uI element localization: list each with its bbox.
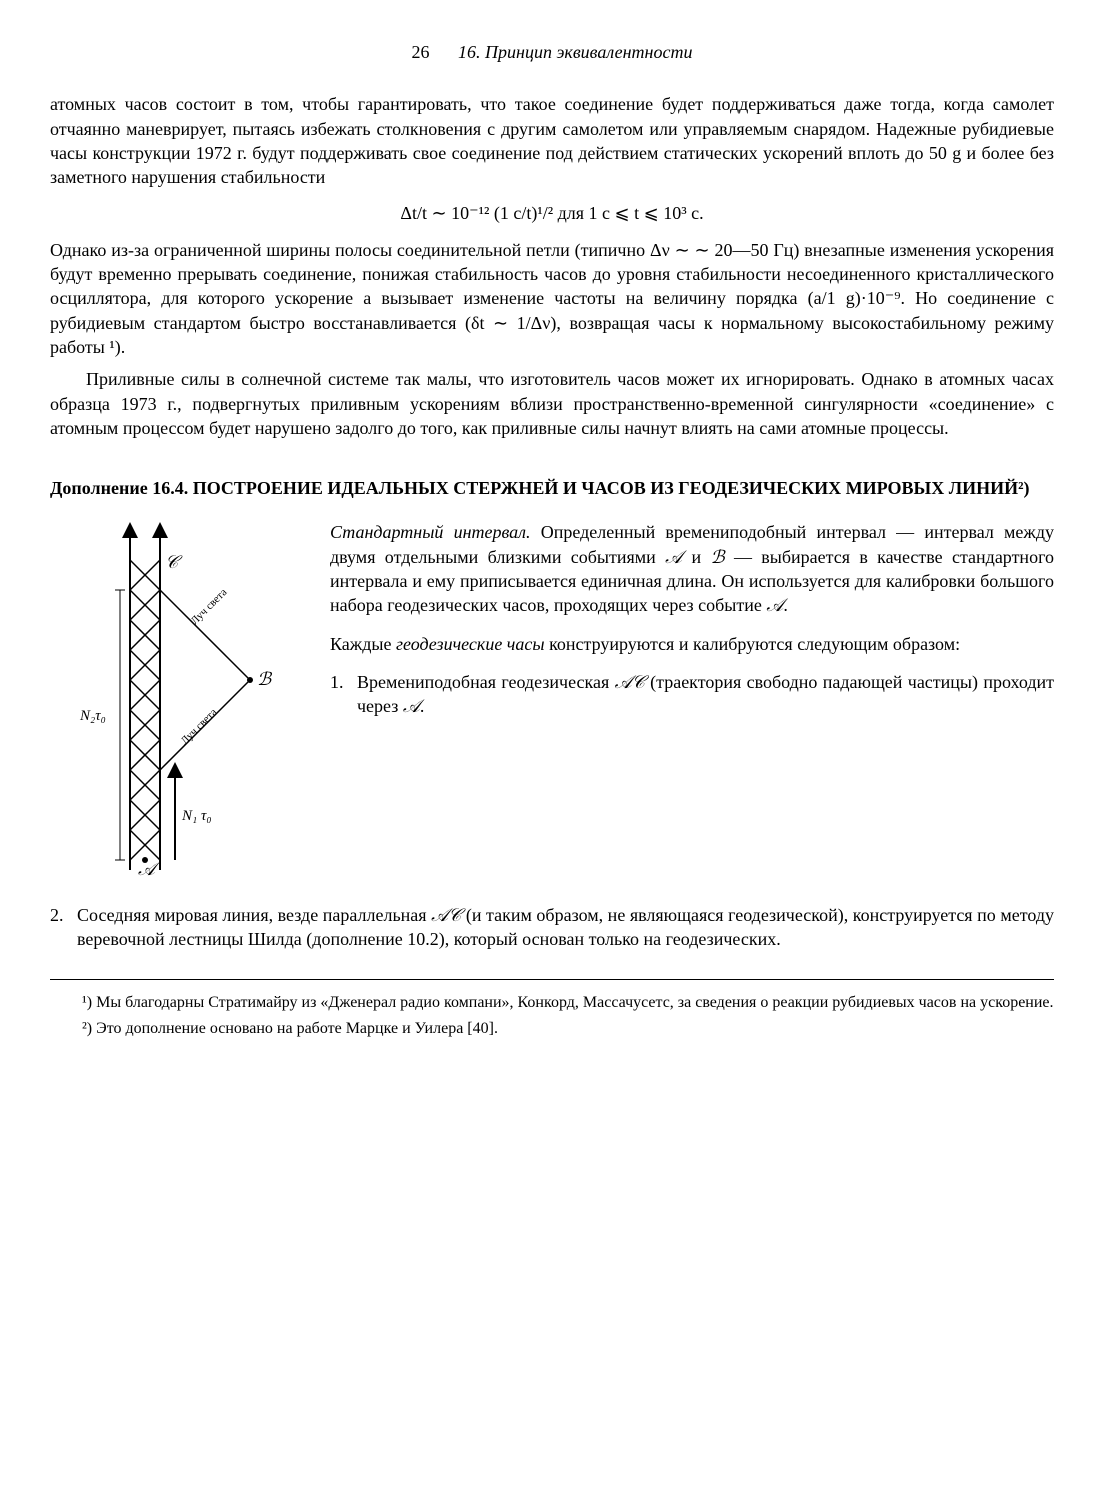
label-c: 𝒞 [165,552,183,572]
footnotes: ¹) Мы благодарны Стратимайру из «Дженера… [50,979,1054,1039]
paragraph-2: Однако из-за ограниченной ширины полосы … [50,238,1054,359]
chapter-title: 16. Принцип эквивалентности [458,42,692,62]
list-content: Соседняя мировая линия, везде параллельн… [77,903,1054,952]
label-n2t0: N₂τ₀ [79,708,106,724]
figure-block: N₂τ₀ N₁ τ₀ 𝒜 ℬ 𝒞 Луч света Луч света Ста… [50,520,1054,886]
list-item-2: 2. Соседняя мировая линия, везде паралле… [50,903,1054,952]
label-n1t0: N₁ τ₀ [181,808,212,824]
paragraph-1: атомных часов состоит в том, чтобы гаран… [50,92,1054,189]
formula-stability: Δt/t ∼ 10⁻¹² (1 с/t)¹/² для 1 с ⩽ t ⩽ 10… [50,201,1054,225]
fig-para-2: Каждые геодезические часы конструируются… [330,632,1054,656]
fig-para-1: Стандартный интервал. Определенный време… [330,520,1054,617]
footnote-2: ²) Это дополнение основано на работе Мар… [50,1018,1054,1040]
page-number: 26 [412,42,430,62]
label-light-ray-1: Луч света [189,587,230,628]
list-item-1: 1. Времениподобная геодезическая 𝒜𝒞 (тра… [330,670,1054,719]
label-b: ℬ [257,669,273,689]
footnote-1: ¹) Мы благодарны Стратимайру из «Дженера… [50,992,1054,1014]
page-header: 26 16. Принцип эквивалентности [50,40,1054,64]
list-number: 1. [330,670,357,719]
section-title: Дополнение 16.4. ПОСТРОЕНИЕ ИДЕАЛЬНЫХ СТ… [50,476,1054,500]
list-content: Времениподобная геодезическая 𝒜𝒞 (траект… [357,670,1054,719]
label-a: 𝒜 [138,859,160,879]
worldline-diagram: N₂τ₀ N₁ τ₀ 𝒜 ℬ 𝒞 Луч света Луч света [50,520,300,886]
paragraph-3: Приливные силы в солнечной системе так м… [50,367,1054,440]
list-number: 2. [50,903,77,952]
label-light-ray-2: Луч света [179,707,220,748]
figure-text: Стандартный интервал. Определенный време… [330,520,1054,726]
